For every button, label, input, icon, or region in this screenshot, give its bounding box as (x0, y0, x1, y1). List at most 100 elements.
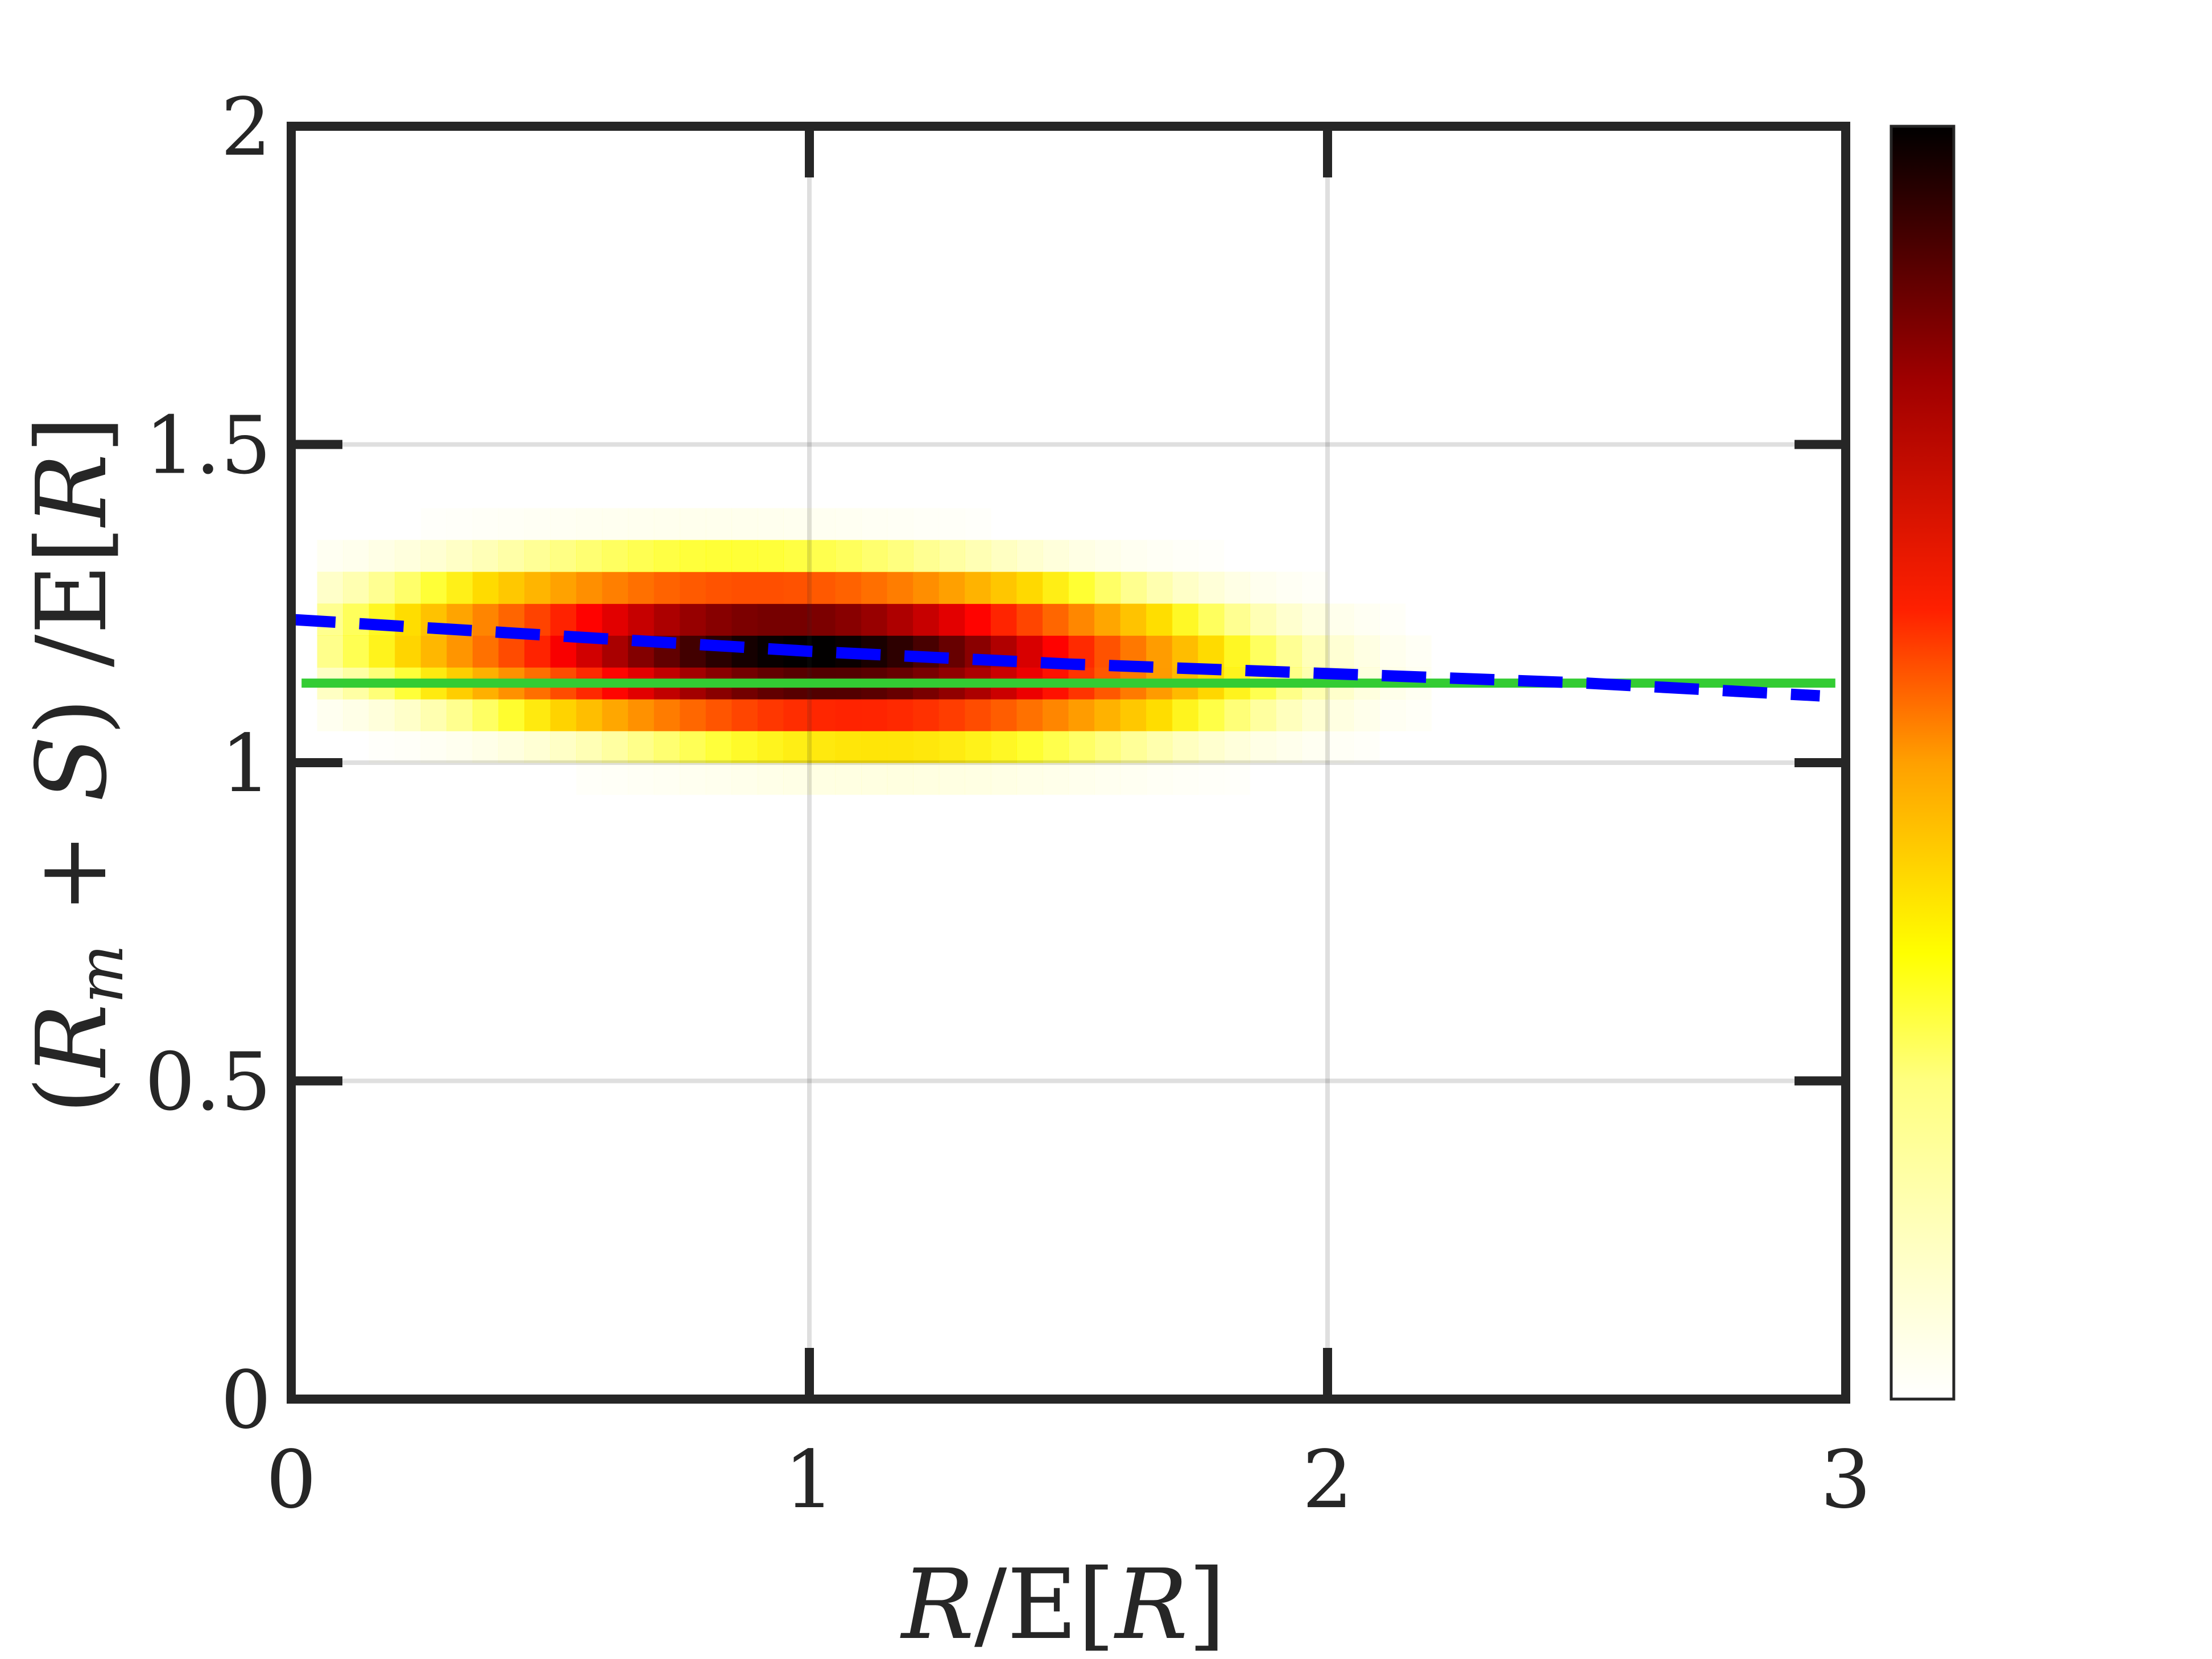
heatmap-cell (1042, 572, 1069, 604)
heatmap-cell (887, 763, 913, 795)
heatmap-cell (1275, 572, 1303, 604)
heatmap-cell (524, 635, 551, 668)
heatmap-cell (1223, 572, 1250, 604)
y-tick-label: 0 (221, 1354, 271, 1447)
heatmap-cell (550, 603, 577, 636)
heatmap-cell (1379, 603, 1406, 636)
heatmap-cell (887, 731, 913, 763)
heatmap-cell (498, 731, 525, 763)
heatmap-cell (369, 731, 395, 763)
heatmap-cell (317, 572, 344, 604)
heatmap-cell (576, 699, 603, 731)
heatmap-cell (1250, 572, 1276, 604)
heatmap-cell (395, 540, 421, 572)
heatmap-cell (809, 603, 836, 636)
heatmap-cell (524, 731, 551, 763)
heatmap-cell (731, 731, 758, 763)
heatmap-cell (420, 731, 447, 763)
heatmap-cell (369, 572, 395, 604)
heatmap-cell (343, 540, 370, 572)
heatmap-cell (887, 603, 913, 636)
heatmap-cell (783, 699, 810, 731)
heatmap-cell (524, 540, 551, 572)
heatmap-cell (524, 699, 551, 731)
heatmap-cell (395, 699, 421, 731)
heatmap-cell (731, 572, 758, 604)
heatmap-cell (1223, 763, 1250, 795)
heatmap-cell (628, 508, 655, 540)
heatmap-cell (809, 731, 836, 763)
dashed-fit-line (291, 614, 1820, 702)
heatmap-cell (1120, 603, 1147, 636)
heatmap-cell (395, 731, 421, 763)
heatmap-cell (1120, 731, 1147, 763)
heatmap-cell (1094, 699, 1121, 731)
heatmap-cell (1042, 603, 1069, 636)
heatmap-cell (705, 508, 732, 540)
heatmap-cell (654, 699, 680, 731)
heatmap-cell (757, 540, 784, 572)
heatmap-cell (446, 699, 473, 731)
heatmap-cell (420, 572, 447, 604)
heatmap-cell (446, 731, 473, 763)
heatmap-cell (757, 699, 784, 731)
heatmap-cell (550, 540, 577, 572)
heatmap-cell (654, 603, 680, 636)
heatmap-cell (1353, 635, 1380, 668)
heatmap-cell (1016, 763, 1043, 795)
heatmap-cell (913, 699, 940, 731)
heatmap-cell (1120, 699, 1147, 731)
heatmap-cell (1379, 635, 1406, 668)
heatmap-cell (602, 508, 629, 540)
heatmap-cell (990, 763, 1017, 795)
heatmap-cell (628, 731, 655, 763)
heatmap-cell (1328, 635, 1354, 668)
heatmap-cell (1275, 731, 1303, 763)
heatmap-cell (965, 699, 991, 731)
heatmap-cell (1223, 603, 1250, 636)
heatmap-cell (938, 508, 965, 540)
heatmap-cell (498, 508, 525, 540)
heatmap-cell (498, 699, 525, 731)
colorbar (1889, 125, 1955, 1401)
heatmap-cell (835, 572, 862, 604)
heatmap-cell (965, 731, 991, 763)
heatmap-cell (317, 540, 344, 572)
heatmap-cell (757, 572, 784, 604)
heatmap-cell (550, 699, 577, 731)
heatmap-cell (472, 731, 499, 763)
heatmap-cell (938, 699, 965, 731)
heatmap-cell (1146, 699, 1173, 731)
heatmap-cell (1016, 731, 1043, 763)
heatmap-cell (1353, 603, 1380, 636)
heatmap-cell (861, 603, 888, 636)
heatmap-cell (498, 635, 525, 668)
heatmap-cell (1250, 603, 1276, 636)
heatmap-cell (1328, 603, 1354, 636)
heatmap-cell (1042, 540, 1069, 572)
heatmap-cell (731, 508, 758, 540)
heatmap-cell (446, 572, 473, 604)
heatmap-cell (965, 508, 991, 540)
heatmap-cell (1301, 699, 1328, 731)
heatmap-cell (369, 635, 395, 668)
heatmap-cell (628, 603, 655, 636)
heatmap-cell (576, 540, 603, 572)
heatmap-cell (938, 603, 965, 636)
heatmap-cell (1405, 635, 1432, 668)
heatmap-cell (550, 572, 577, 604)
heatmap-cell (654, 731, 680, 763)
heatmap-cell (1068, 540, 1095, 572)
y-tick-label: 1 (221, 718, 271, 810)
heatmap-cell (602, 603, 629, 636)
heatmap-cell (317, 699, 344, 731)
heatmap-cell (1301, 731, 1328, 763)
heatmap-cell (1068, 763, 1095, 795)
heatmap-cell (1120, 540, 1147, 572)
heatmap-cell (990, 699, 1017, 731)
heatmap-cell (731, 763, 758, 795)
heatmap-cell (887, 540, 913, 572)
heatmap-cell (680, 699, 706, 731)
heatmap-cell (990, 540, 1017, 572)
heatmap-cell (913, 603, 940, 636)
